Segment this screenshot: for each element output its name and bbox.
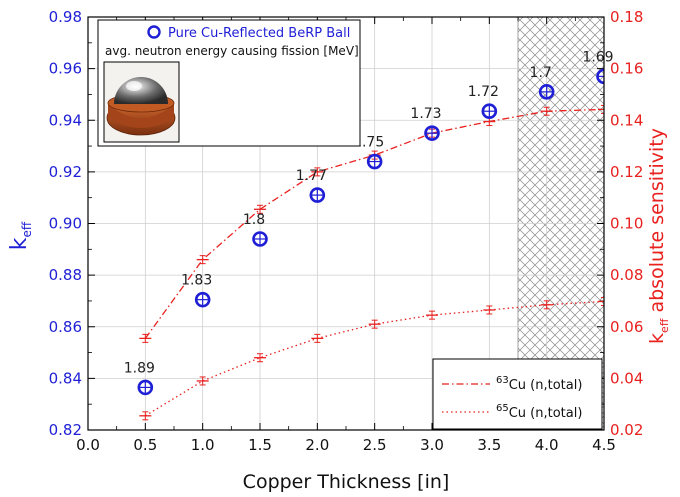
y-right-tick-label: 0.18 (610, 8, 643, 26)
legend-cu63-label: 63Cu (n,total) (496, 375, 582, 393)
x-tick-label: 0.0 (76, 436, 100, 454)
y-left-tick-label: 0.84 (49, 369, 82, 387)
x-axis-title: Copper Thickness [in] (243, 471, 450, 493)
bottom-legend: 63Cu (n,total) 65Cu (n,total) (432, 358, 603, 430)
x-tick-label: 3.5 (477, 436, 501, 454)
y-left-tick-label: 0.82 (49, 421, 82, 439)
energy-label: 1.75 (353, 135, 384, 151)
y-right-tick-label: 0.06 (610, 318, 643, 336)
keff-series (137, 68, 604, 396)
energy-label: 1.77 (296, 168, 327, 184)
right-y-axis-title: keff absolute sensitivity (646, 128, 671, 344)
x-tick-label: 2.5 (363, 436, 387, 454)
y-right-tick-label: 0.16 (610, 60, 643, 78)
x-tick-label: 4.0 (535, 436, 559, 454)
y-left-tick-label: 0.96 (49, 60, 82, 78)
legend-energy-note: avg. neutron energy causing fission [MeV… (105, 44, 359, 58)
x-tick-label: 2.0 (305, 436, 329, 454)
left-y-axis-title: keff (7, 221, 34, 250)
x-tick-label: 1.5 (248, 436, 272, 454)
series: 1.89 1.83 1.8 1.77 1.75 1.73 1.72 1.7 1.69 (124, 49, 614, 421)
berp-ball-photo (103, 61, 180, 143)
energy-label: 1.7 (530, 65, 552, 81)
y-right-tick-label: 0.12 (610, 163, 643, 181)
energy-label: 1.83 (181, 273, 212, 289)
cu63-series-line (144, 108, 604, 339)
y-left-tick-label: 0.88 (49, 266, 82, 284)
x-tick-label: 1.0 (191, 436, 215, 454)
x-tick-label: 4.5 (592, 436, 616, 454)
cu63-series (139, 104, 604, 343)
y-left-tick-label: 0.94 (49, 111, 82, 129)
legend-cu65-label: 65Cu (n,total) (496, 403, 582, 421)
x-tick-label: 3.0 (420, 436, 444, 454)
y-right-tick-label: 0.04 (610, 369, 643, 387)
legend-keff-marker (147, 25, 161, 39)
energy-label: 1.72 (468, 84, 499, 100)
energy-label: 1.73 (410, 106, 441, 122)
series-clip (137, 68, 604, 421)
top-legend: Pure Cu-Reflected BeRP Ball avg. neutron… (97, 19, 361, 147)
energy-label: 1.69 (582, 49, 613, 65)
y-right-tick-label: 0.02 (610, 421, 643, 439)
y-right-tick-label: 0.14 (610, 111, 643, 129)
legend-keff-label: Pure Cu-Reflected BeRP Ball (168, 26, 350, 41)
y-left-tick-label: 0.90 (49, 215, 82, 233)
y-left-tick-label: 0.86 (49, 318, 82, 336)
plot-frame (87, 16, 605, 431)
y-left-tick-label: 0.98 (49, 8, 82, 26)
cu65-series (139, 296, 604, 421)
y-left-tick-label: 0.92 (49, 163, 82, 181)
bottom-legend-box (432, 358, 603, 430)
y-right-tick-label: 0.10 (610, 215, 643, 233)
energy-label: 1.89 (124, 360, 155, 376)
tick-labels: 0.0 0.5 1.0 1.5 2.0 2.5 3.0 3.5 4.0 4.5 0.82 0.84 0.… (49, 8, 644, 454)
energy-label: 1.8 (243, 212, 265, 228)
x-tick-label: 0.5 (133, 436, 157, 454)
y-right-tick-label: 0.08 (610, 266, 643, 284)
